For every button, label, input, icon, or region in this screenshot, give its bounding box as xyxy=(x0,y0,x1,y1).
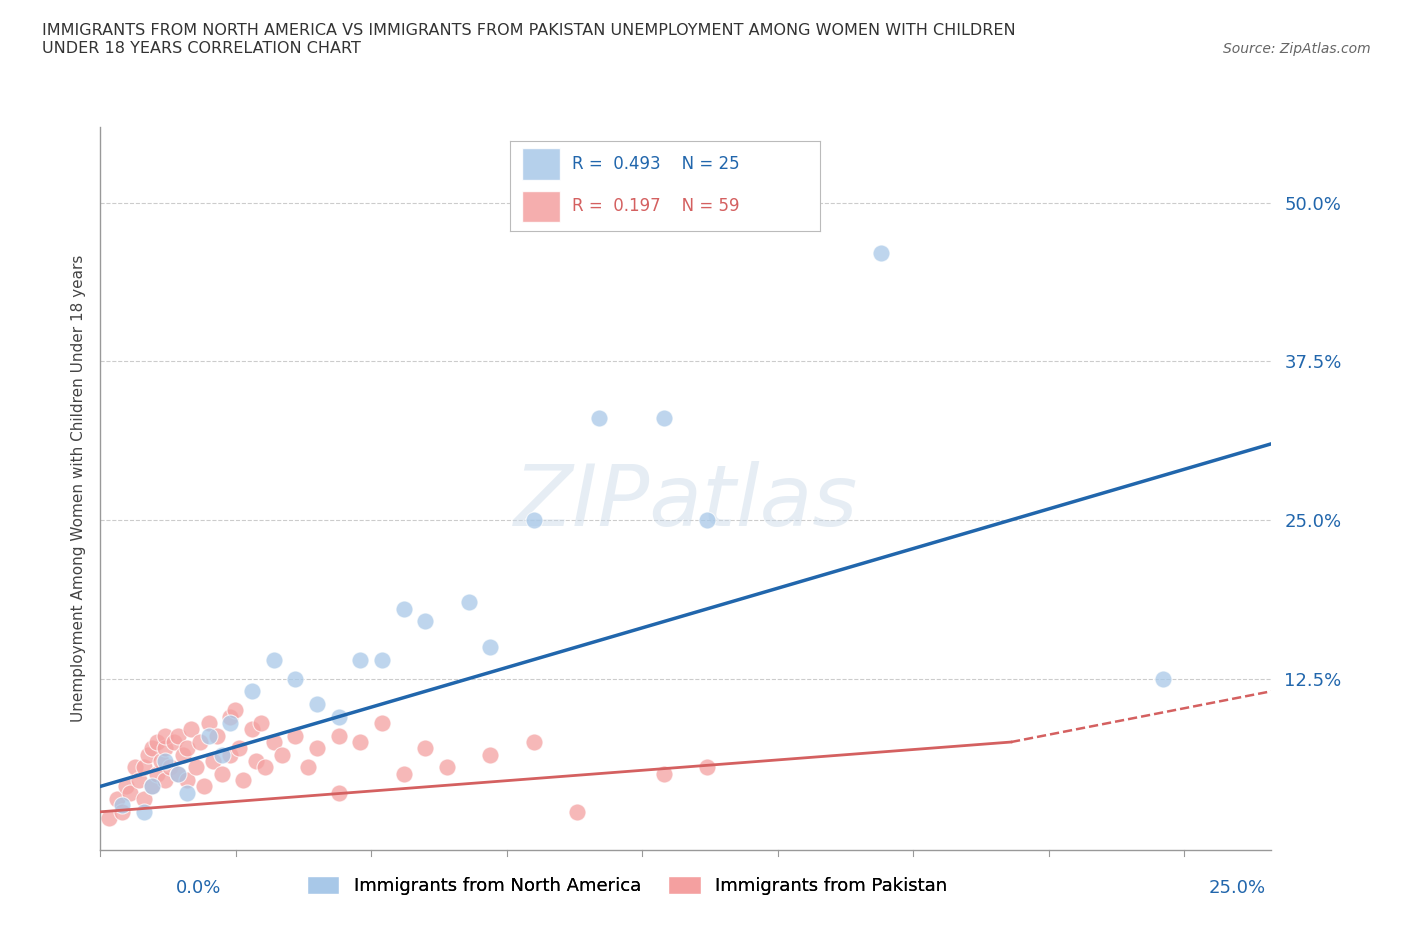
Point xyxy=(167,766,190,781)
Point xyxy=(167,728,190,743)
Point xyxy=(271,748,294,763)
Point xyxy=(263,735,285,750)
Point xyxy=(349,652,371,667)
Point xyxy=(479,640,502,655)
Point xyxy=(111,804,134,819)
Point xyxy=(180,722,202,737)
Point xyxy=(263,652,285,667)
Point xyxy=(107,791,129,806)
Point xyxy=(201,753,224,768)
Point xyxy=(240,722,263,737)
Legend: Immigrants from North America, Immigrants from Pakistan: Immigrants from North America, Immigrant… xyxy=(299,869,955,902)
Point xyxy=(184,760,207,775)
Point xyxy=(97,811,120,826)
Point xyxy=(197,715,219,730)
Point xyxy=(349,735,371,750)
Text: Source: ZipAtlas.com: Source: ZipAtlas.com xyxy=(1223,42,1371,56)
Point xyxy=(284,671,307,686)
Point xyxy=(207,728,229,743)
Point xyxy=(159,760,181,775)
Point xyxy=(479,748,502,763)
Text: IMMIGRANTS FROM NORTH AMERICA VS IMMIGRANTS FROM PAKISTAN UNEMPLOYMENT AMONG WOM: IMMIGRANTS FROM NORTH AMERICA VS IMMIGRA… xyxy=(42,23,1015,56)
Point xyxy=(176,773,198,788)
Point xyxy=(232,773,254,788)
Point xyxy=(523,512,546,527)
Point xyxy=(197,728,219,743)
Point xyxy=(176,785,198,800)
Point xyxy=(111,798,134,813)
Point xyxy=(523,735,546,750)
Point xyxy=(567,804,589,819)
Point xyxy=(588,411,610,426)
Point xyxy=(436,760,458,775)
Point xyxy=(869,246,891,261)
Point xyxy=(193,779,215,794)
Point xyxy=(145,735,167,750)
Point xyxy=(153,773,176,788)
Point xyxy=(149,753,172,768)
Point xyxy=(120,785,142,800)
Text: 0.0%: 0.0% xyxy=(176,879,221,897)
Point xyxy=(245,753,267,768)
Point xyxy=(211,748,233,763)
Point xyxy=(297,760,319,775)
Point xyxy=(176,741,198,756)
Point xyxy=(696,512,718,527)
Point xyxy=(132,804,155,819)
Point xyxy=(371,715,394,730)
Point xyxy=(371,652,394,667)
Point xyxy=(240,684,263,698)
Point xyxy=(392,602,415,617)
Point xyxy=(328,710,350,724)
Point xyxy=(153,753,176,768)
Point xyxy=(124,760,146,775)
Point xyxy=(145,766,167,781)
Point xyxy=(153,728,176,743)
Point xyxy=(153,741,176,756)
Point xyxy=(128,773,150,788)
Point xyxy=(132,791,155,806)
Point xyxy=(249,715,271,730)
Point xyxy=(415,741,437,756)
Y-axis label: Unemployment Among Women with Children Under 18 years: Unemployment Among Women with Children U… xyxy=(72,255,86,722)
Point xyxy=(253,760,276,775)
Point xyxy=(415,614,437,629)
Point xyxy=(696,760,718,775)
Point xyxy=(219,710,242,724)
Point xyxy=(141,779,163,794)
Point xyxy=(652,411,675,426)
Point xyxy=(211,766,233,781)
Point xyxy=(132,760,155,775)
Point xyxy=(457,595,479,610)
Point xyxy=(141,741,163,756)
Point xyxy=(1152,671,1174,686)
Point xyxy=(392,766,415,781)
Point xyxy=(141,779,163,794)
Text: ZIPatlas: ZIPatlas xyxy=(513,461,858,544)
Point xyxy=(284,728,307,743)
Point xyxy=(224,703,246,718)
Point xyxy=(652,766,675,781)
Point xyxy=(328,785,350,800)
Point xyxy=(305,741,328,756)
Point xyxy=(167,766,190,781)
Point xyxy=(219,748,242,763)
Point xyxy=(172,748,194,763)
Point xyxy=(219,715,242,730)
Point xyxy=(328,728,350,743)
Point xyxy=(136,748,159,763)
Point xyxy=(115,779,138,794)
Point xyxy=(163,735,186,750)
Point xyxy=(305,697,328,711)
Point xyxy=(228,741,250,756)
Text: 25.0%: 25.0% xyxy=(1208,879,1265,897)
Point xyxy=(188,735,211,750)
